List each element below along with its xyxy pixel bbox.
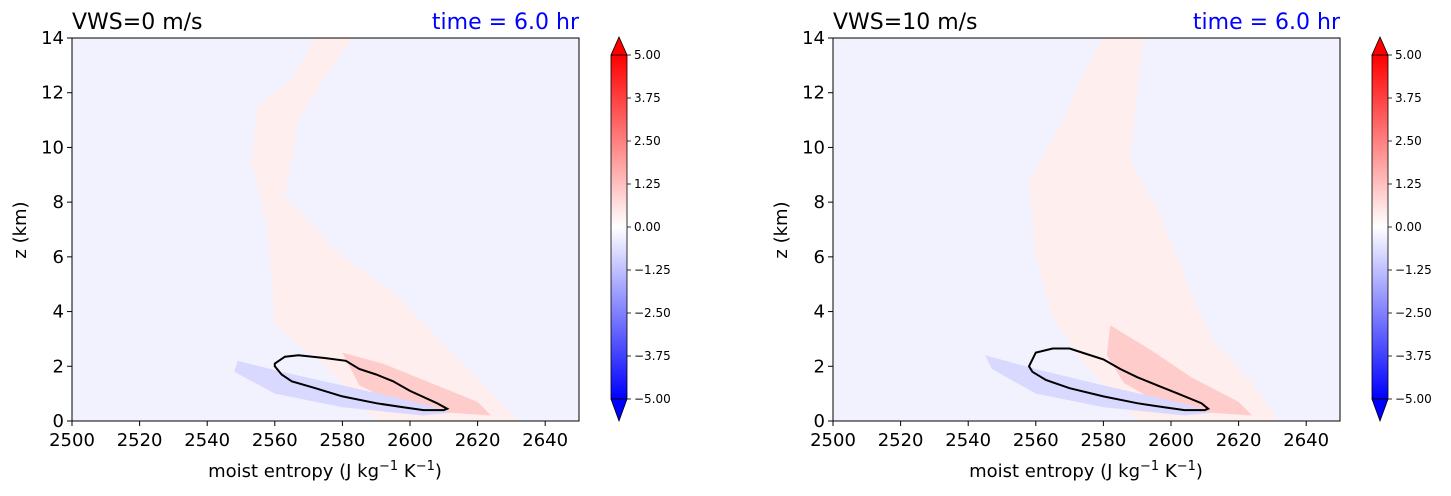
colorbar: 5.00 3.75 2.50 1.25 0.00 −1.25 −2.50 −3.75 −5.00 [1371, 36, 1432, 423]
x-tick-label: 2620 [1216, 430, 1262, 451]
colorbar-tick-label: −3.75 [1395, 349, 1432, 363]
positive-anomaly-core [342, 352, 492, 416]
x-tick-label: 2500 [810, 430, 856, 451]
y-tick-label: 10 [41, 137, 64, 158]
x-tick-label: 2560 [1013, 430, 1059, 451]
x-axis-label-close: ) [1196, 461, 1203, 482]
y-tick-label: 14 [802, 28, 825, 49]
x-tick-label: 2600 [1148, 430, 1194, 451]
negative-anomaly-region [234, 360, 451, 416]
x-tick-label: 2500 [49, 430, 95, 451]
y-tick-label: 4 [814, 302, 825, 323]
colorbar-ticks: 5.00 3.75 2.50 1.25 0.00 −1.25 −2.50 −3.75 −5.00 [627, 48, 671, 406]
colorbar-tick-label: −3.75 [634, 349, 671, 363]
y-tick-label: 2 [814, 356, 825, 377]
colorbar-tick-label: 2.50 [1395, 134, 1422, 148]
colorbar-extend-max [610, 36, 628, 56]
x-tick-label: 2580 [319, 430, 365, 451]
colorbar-tick-label: −5.00 [1395, 392, 1432, 406]
plot-frame [71, 37, 580, 422]
x-tick-label: 2520 [878, 430, 924, 451]
colorbar-tick-label: 1.25 [634, 177, 661, 191]
colorbar-tick-label: −2.50 [1395, 306, 1432, 320]
x-axis-label-unit: K [398, 461, 417, 482]
x-tick-label: 2640 [522, 430, 568, 451]
x-axis-label: moist entropy (J kg−1 K−1) [208, 459, 442, 482]
panel-vws-0: 2500 2520 2540 2560 2580 2600 2620 2640 0 2 4 6 8 10… [10, 10, 671, 482]
panel-title-left: VWS=10 m/s [833, 10, 978, 35]
field-layer [234, 38, 519, 421]
colorbar-tick-label: −2.50 [634, 306, 671, 320]
colorbar-tick-label: −5.00 [634, 392, 671, 406]
x-tick-label: 2560 [252, 430, 298, 451]
y-tick-label: 0 [53, 411, 64, 432]
colorbar-tick-label: 0.00 [1395, 220, 1422, 234]
y-axis-label: z (km) [771, 201, 792, 258]
x-axis-label-close: ) [435, 461, 442, 482]
x-axis: 2500 2520 2540 2560 2580 2600 2620 2640 [810, 421, 1329, 451]
colorbar-extend-max [1371, 36, 1389, 56]
x-axis-label-superscript: −1 [1177, 459, 1196, 474]
black-contour-line [1027, 347, 1211, 412]
positive-anomaly-region [1029, 38, 1280, 421]
colorbar-tick-label: 3.75 [1395, 91, 1422, 105]
y-tick-label: 6 [53, 247, 64, 268]
x-tick-label: 2600 [387, 430, 433, 451]
y-axis-label: z (km) [10, 201, 31, 258]
x-axis-label-main: moist entropy (J kg [208, 461, 379, 482]
black-contour-line [273, 354, 450, 412]
x-axis-label: moist entropy (J kg−1 K−1) [969, 459, 1203, 482]
x-axis-label-superscript: −1 [379, 459, 398, 474]
panel-title-left: VWS=0 m/s [72, 10, 203, 35]
x-axis-label-unit: K [1159, 461, 1178, 482]
x-tick-label: 2520 [117, 430, 163, 451]
x-axis-label-superscript: −1 [1140, 459, 1159, 474]
x-tick-label: 2540 [184, 430, 230, 451]
y-tick-label: 14 [41, 28, 64, 49]
panel-title-right: time = 6.0 hr [432, 10, 580, 35]
colorbar-tick-label: −1.25 [1395, 263, 1432, 277]
colorbar-gradient [611, 55, 627, 399]
panel-vws-10: 2500 2520 2540 2560 2580 2600 2620 2640 0 2 4 6 8 10… [771, 10, 1432, 482]
colorbar: 5.00 3.75 2.50 1.25 0.00 −1.25 −2.50 −3.75 −5.00 [610, 36, 671, 423]
x-axis: 2500 2520 2540 2560 2580 2600 2620 2640 [49, 421, 568, 451]
y-tick-label: 12 [802, 83, 825, 104]
colorbar-tick-label: 1.25 [1395, 177, 1422, 191]
y-tick-label: 6 [814, 247, 825, 268]
y-tick-label: 0 [814, 411, 825, 432]
plot-frame [832, 37, 1341, 422]
field-layer [985, 38, 1280, 421]
x-tick-label: 2540 [945, 430, 991, 451]
colorbar-tick-label: 2.50 [634, 134, 661, 148]
colorbar-extend-min [610, 398, 628, 423]
y-tick-label: 8 [53, 192, 64, 213]
y-tick-label: 4 [53, 302, 64, 323]
x-tick-label: 2640 [1283, 430, 1329, 451]
y-tick-label: 2 [53, 356, 64, 377]
colorbar-tick-label: 0.00 [634, 220, 661, 234]
x-axis-label-superscript: −1 [416, 459, 435, 474]
x-tick-label: 2580 [1080, 430, 1126, 451]
y-tick-label: 10 [802, 137, 825, 158]
colorbar-ticks: 5.00 3.75 2.50 1.25 0.00 −1.25 −2.50 −3.75 −5.00 [1388, 48, 1432, 406]
colorbar-tick-label: −1.25 [634, 263, 671, 277]
y-axis: 0 2 4 6 8 10 12 14 [41, 28, 72, 432]
x-axis-label-main: moist entropy (J kg [969, 461, 1140, 482]
negative-anomaly-region [985, 355, 1212, 416]
positive-anomaly-region [251, 38, 519, 421]
positive-anomaly-core [1106, 325, 1253, 416]
x-tick-label: 2620 [455, 430, 501, 451]
y-axis: 0 2 4 6 8 10 12 14 [802, 28, 833, 432]
panel-title-right: time = 6.0 hr [1193, 10, 1341, 35]
colorbar-gradient [1372, 55, 1388, 399]
y-tick-label: 8 [814, 192, 825, 213]
colorbar-tick-label: 3.75 [634, 91, 661, 105]
colorbar-tick-label: 5.00 [634, 48, 661, 62]
colorbar-tick-label: 5.00 [1395, 48, 1422, 62]
y-tick-label: 12 [41, 83, 64, 104]
colorbar-extend-min [1371, 398, 1389, 423]
